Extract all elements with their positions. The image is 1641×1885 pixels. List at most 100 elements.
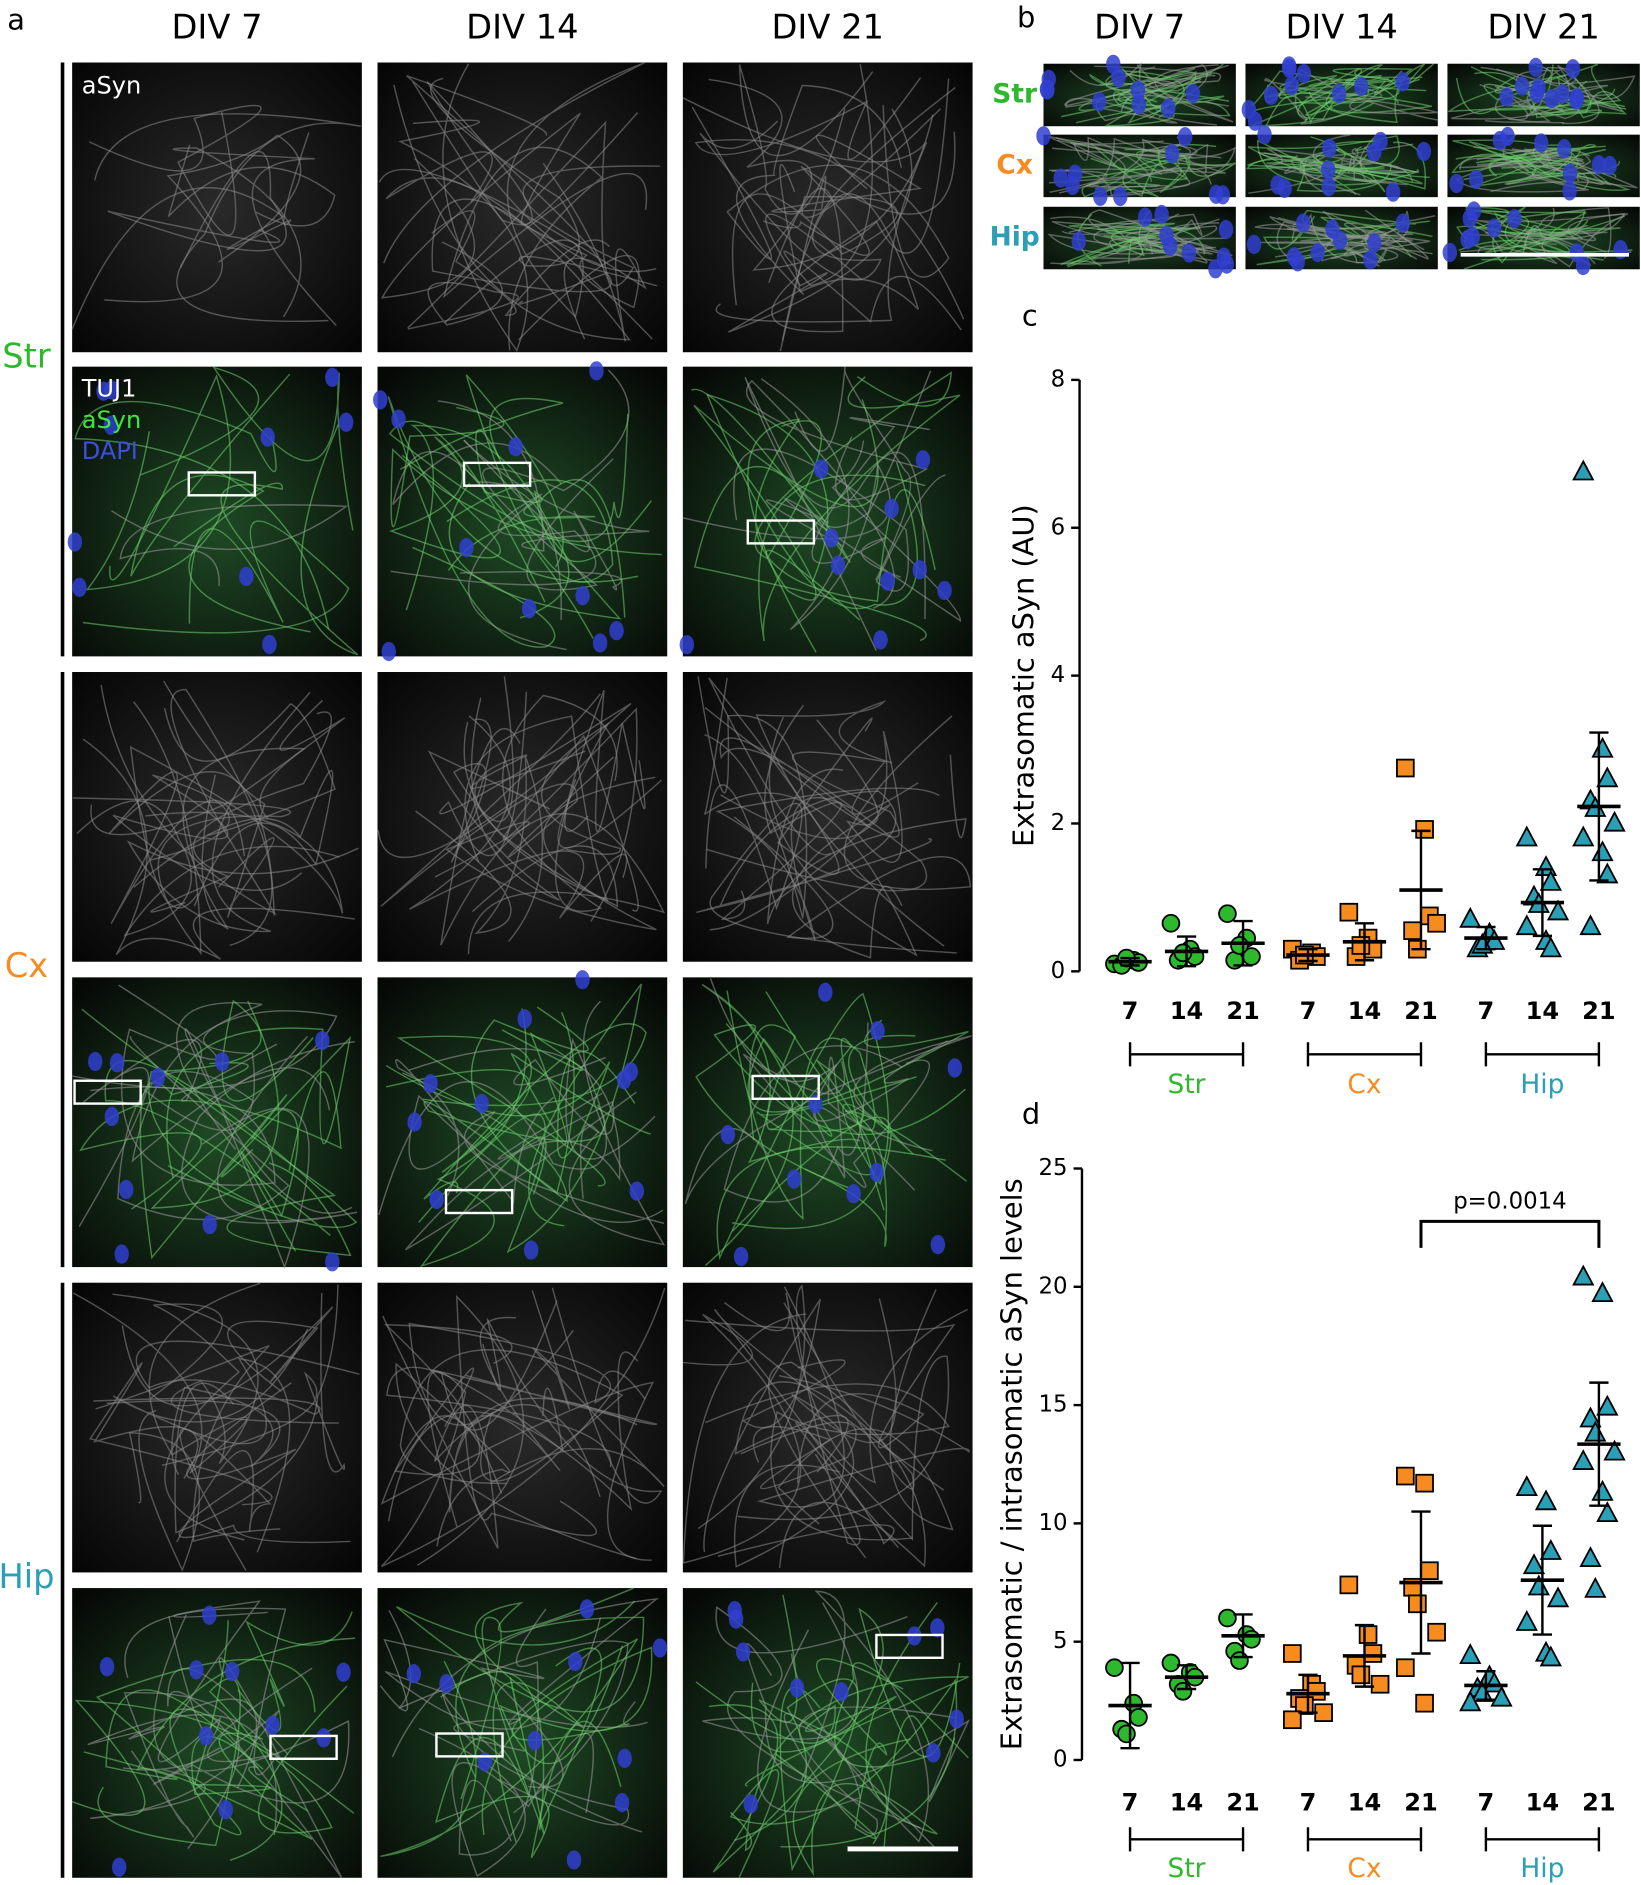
- neurite: [482, 369, 630, 591]
- neurite: [733, 715, 972, 939]
- nucleus: [735, 1642, 751, 1662]
- nucleus: [1591, 155, 1607, 175]
- point: [1596, 1394, 1619, 1416]
- neurite: [684, 1035, 972, 1205]
- point: [1420, 1561, 1439, 1581]
- neurite: [448, 1316, 638, 1513]
- neurite: [387, 396, 638, 648]
- y-axis-label: Extrasomatic aSyn (AU): [1006, 504, 1040, 847]
- neurite: [140, 366, 354, 531]
- nucleus: [103, 415, 119, 435]
- nucleus: [1569, 90, 1584, 110]
- point: [1596, 766, 1619, 788]
- neurite: [715, 1605, 921, 1829]
- nucleus: [1321, 160, 1336, 180]
- neurite: [694, 77, 965, 320]
- point: [1358, 1625, 1378, 1644]
- point: [1339, 902, 1359, 922]
- nucleus: [1575, 255, 1591, 276]
- neurite: [442, 146, 648, 351]
- nucleus: [1528, 57, 1543, 78]
- point: [1242, 1629, 1261, 1649]
- neurite: [150, 711, 332, 913]
- nucleus: [239, 566, 254, 587]
- neurite: [463, 715, 609, 902]
- neurite: [482, 1287, 663, 1504]
- neurite: [705, 784, 957, 954]
- point: [1459, 906, 1482, 928]
- neurite: [497, 1056, 615, 1160]
- neurite: [395, 1059, 554, 1205]
- point: [1363, 1644, 1383, 1663]
- point: [1515, 1475, 1538, 1497]
- neurite: [783, 64, 962, 331]
- nucleus: [1460, 229, 1475, 250]
- neurite: [716, 992, 946, 1261]
- nucleus: [930, 1235, 946, 1255]
- point: [1596, 862, 1619, 884]
- point: [1539, 1645, 1562, 1667]
- neurite: [429, 77, 658, 287]
- point: [1230, 936, 1249, 955]
- channel-label: TUJ1: [81, 375, 137, 403]
- neurite: [405, 424, 570, 619]
- nucleus: [614, 1793, 630, 1813]
- nucleus: [1177, 127, 1193, 147]
- neurite: [148, 999, 314, 1209]
- point: [1534, 1489, 1558, 1511]
- neurite: [178, 1382, 351, 1544]
- neurite: [382, 1315, 601, 1549]
- nucleus: [118, 1179, 134, 1200]
- column-label: DIV 7: [172, 7, 263, 46]
- neurite: [1265, 81, 1432, 114]
- neurite: [697, 1284, 861, 1546]
- point: [1584, 1576, 1607, 1598]
- x-tick-label: 14: [1170, 997, 1203, 1025]
- nucleus: [873, 630, 888, 650]
- neurite: [747, 418, 936, 653]
- nucleus: [1263, 85, 1279, 105]
- neurite: [834, 1662, 969, 1849]
- point: [1603, 810, 1626, 832]
- neurite: [415, 755, 544, 942]
- y-tick-label: 25: [1038, 1155, 1067, 1181]
- nucleus: [786, 1169, 802, 1189]
- y-tick-label: 20: [1038, 1273, 1067, 1299]
- nucleus: [1500, 126, 1515, 147]
- inset-box: [73, 1079, 142, 1105]
- neurite: [72, 1010, 338, 1163]
- row-label: Hip: [990, 222, 1040, 253]
- neurite: [1085, 137, 1161, 188]
- neurite: [696, 790, 932, 914]
- nucleus: [517, 1009, 532, 1029]
- nucleus: [720, 1124, 736, 1145]
- nucleus: [1466, 201, 1482, 221]
- neurite: [1278, 74, 1389, 99]
- nucleus: [1162, 236, 1178, 256]
- nucleus: [202, 1605, 217, 1625]
- nucleus: [316, 1728, 331, 1748]
- nucleus: [915, 450, 931, 470]
- neurite: [1105, 72, 1213, 127]
- point: [1427, 913, 1446, 933]
- neurite: [153, 1614, 350, 1804]
- point: [1415, 820, 1434, 839]
- x-tick-label: 21: [1226, 997, 1259, 1025]
- neurite: [1456, 225, 1581, 260]
- neurite: [1494, 63, 1628, 116]
- column-label: DIV 14: [1285, 7, 1397, 46]
- neurite: [708, 677, 873, 875]
- nucleus: [1106, 54, 1121, 74]
- point: [1546, 899, 1570, 921]
- x-tick-label: 14: [1526, 1788, 1559, 1816]
- nucleus: [1562, 181, 1577, 201]
- neurite: [108, 771, 275, 924]
- nucleus: [1468, 169, 1484, 189]
- neurite: [380, 1381, 655, 1561]
- nucleus: [1065, 175, 1080, 196]
- annotation: p=0.0014: [1453, 1189, 1567, 1215]
- point: [1396, 1466, 1415, 1486]
- neurite: [758, 1594, 888, 1845]
- neurite: [176, 1428, 272, 1571]
